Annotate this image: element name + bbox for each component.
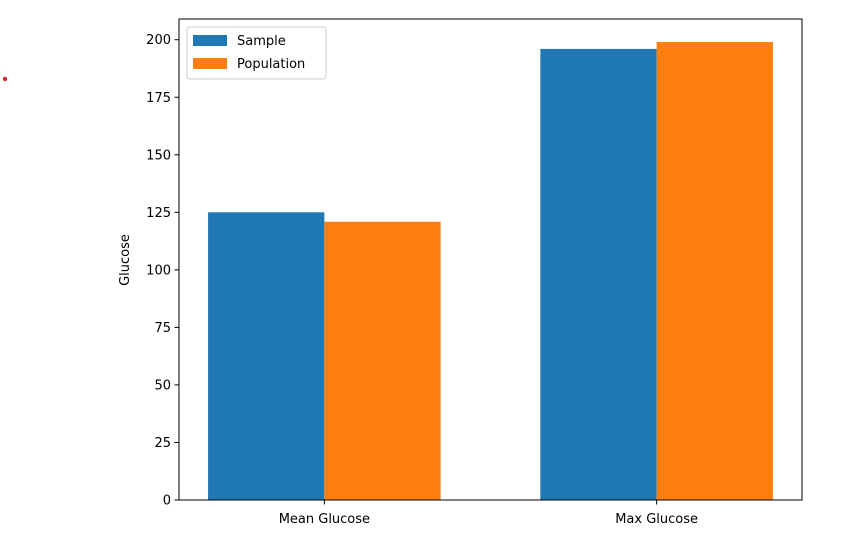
bar-sample-1 — [540, 48, 657, 501]
axes-frame — [178, 18, 803, 501]
y-tick-label: 150 — [146, 148, 171, 163]
x-tick-label: Mean Glucose — [279, 512, 370, 527]
y-tick-label: 75 — [154, 321, 171, 336]
bar-sample-0 — [208, 212, 325, 500]
annotation-dot — [2, 76, 8, 82]
x-tick-label: Max Glucose — [615, 512, 698, 527]
y-tick-label: 100 — [146, 263, 171, 278]
y-tick-label: 0 — [163, 494, 171, 509]
bars-layer — [208, 42, 773, 501]
legend-label-sample: Sample — [237, 34, 286, 49]
y-tick-label: 175 — [146, 91, 171, 106]
bar-population-1 — [656, 42, 773, 500]
y-tick-label: 25 — [154, 436, 171, 451]
legend-swatch-population — [193, 58, 227, 69]
y-tick-label: 200 — [146, 33, 171, 48]
legend-swatch-sample — [193, 35, 227, 46]
ticks-layer: 0 25 50 75 100 125 150 175 200 Mean Glucose Max Gl… — [146, 33, 698, 527]
y-axis-label: Glucose — [118, 234, 133, 286]
legend-label-population: Population — [237, 57, 305, 72]
legend: Sample Population — [186, 26, 327, 80]
bar-population-0 — [324, 221, 441, 500]
y-tick-label: 125 — [146, 206, 171, 221]
y-tick-label: 50 — [154, 378, 171, 393]
